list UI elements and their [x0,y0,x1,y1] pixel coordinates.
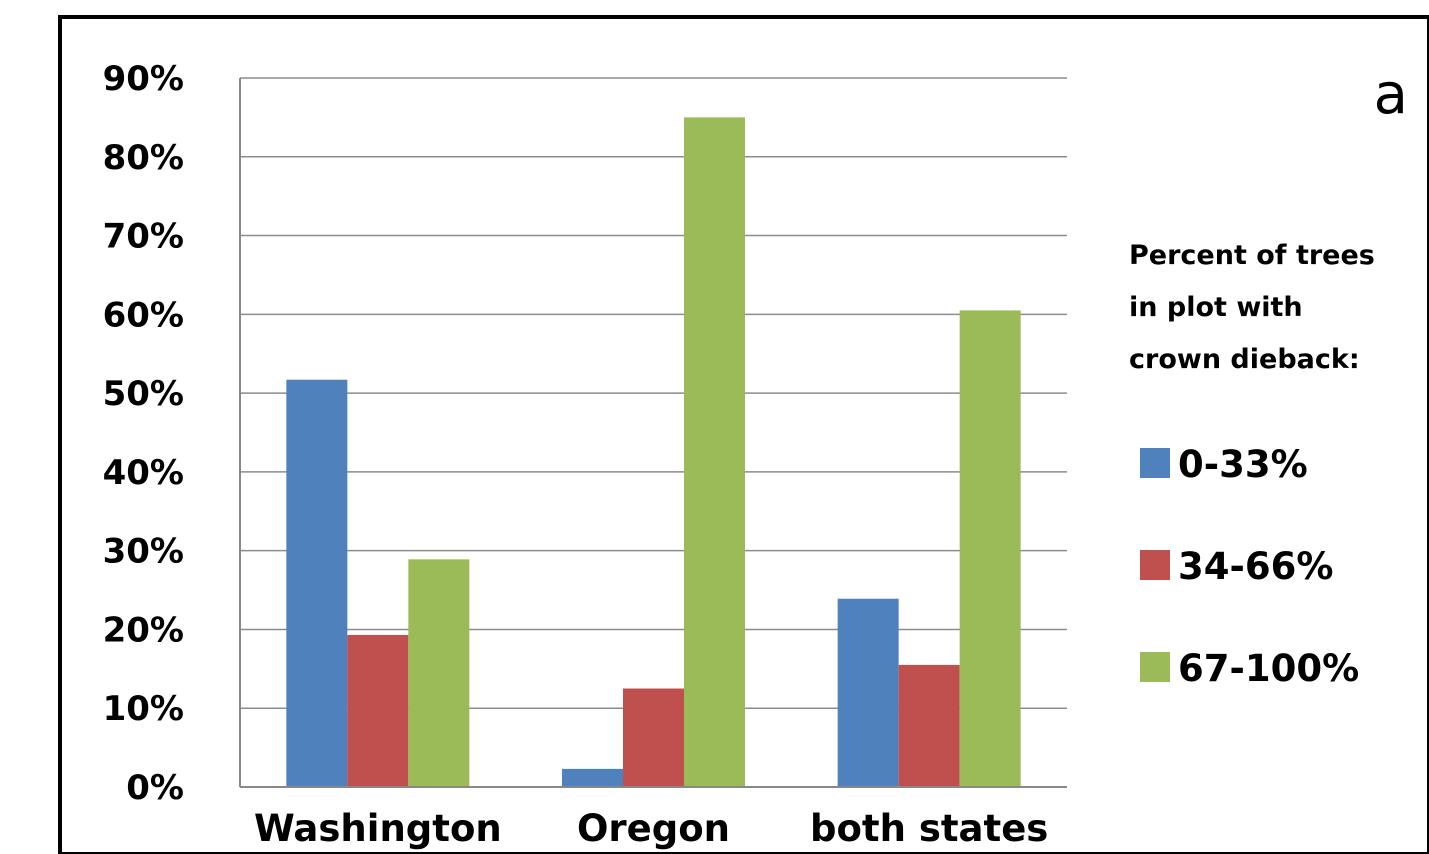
y-tick-label: 20% [103,610,184,650]
bar [408,559,470,787]
y-tick-label: 90% [103,59,184,99]
legend-title-line-2: in plot with [1129,292,1303,323]
bar [898,664,960,787]
bar [347,634,409,787]
y-tick-label: 40% [103,453,184,493]
bar [562,768,623,787]
category-labels: Washington Oregon both states [254,807,1048,850]
y-tick-label: 70% [103,217,184,257]
category-label: Washington [254,807,502,850]
legend-title-line-1: Percent of trees [1129,240,1375,271]
panel-letter: a [1374,62,1408,127]
legend-label: 34-66% [1178,545,1333,588]
legend: Percent of trees in plot with crown dieb… [1129,240,1375,690]
bars [286,117,1021,787]
legend-swatch [1140,448,1170,478]
bar [837,598,899,787]
bar [959,310,1021,787]
y-axis-ticks: 0% 10% 20% 30% 40% 50% 60% 70% 80% 90% [103,59,184,808]
legend-swatch [1140,550,1170,580]
y-tick-label: 60% [103,295,184,335]
legend-title-line-3: crown dieback: [1129,344,1360,375]
y-tick-label: 10% [103,689,184,729]
bar [684,117,745,787]
y-tick-label: 0% [126,768,184,808]
y-tick-label: 30% [103,532,184,572]
y-tick-label: 80% [103,138,184,178]
category-label: both states [810,807,1048,850]
bar [286,379,348,787]
y-tick-label: 50% [103,374,184,414]
bar [623,688,684,787]
category-label: Oregon [577,807,730,850]
legend-swatch [1140,652,1170,682]
legend-label: 0-33% [1178,443,1308,486]
legend-label: 67-100% [1178,647,1359,690]
